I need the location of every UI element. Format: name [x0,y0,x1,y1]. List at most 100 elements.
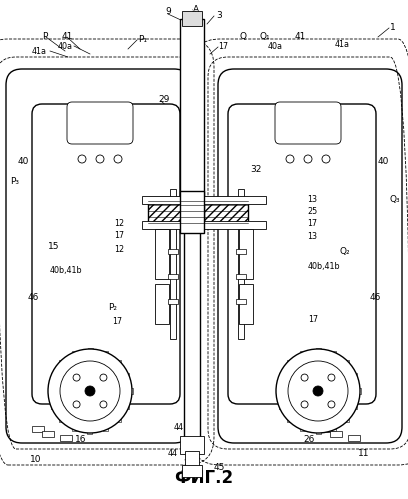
Bar [348,435,360,441]
Text: 45: 45 [214,463,225,472]
Ellipse shape [60,361,120,421]
Text: A: A [193,4,199,13]
Ellipse shape [313,386,323,396]
Text: 46: 46 [370,292,381,301]
Bar [353,403,357,409]
Text: 40: 40 [18,157,29,166]
Text: 17: 17 [112,316,122,325]
Text: 41a: 41a [335,39,350,48]
Text: 17: 17 [307,219,317,228]
Text: 26: 26 [303,435,315,444]
Bar [204,197,248,227]
Text: P₁: P₁ [138,34,147,43]
Text: 40: 40 [378,157,389,166]
Text: 2: 2 [193,440,199,449]
Bar [182,465,202,477]
Bar [330,431,342,437]
Bar [300,425,305,431]
Text: 16: 16 [75,435,86,444]
Text: ФИГ.2: ФИГ.2 [175,469,233,487]
Bar [72,351,77,357]
Bar [182,11,202,26]
Text: 32: 32 [250,165,262,174]
Text: 12: 12 [114,245,124,253]
Ellipse shape [276,349,360,433]
Bar [87,348,93,354]
Text: 29: 29 [158,94,169,103]
Bar [116,416,121,422]
Ellipse shape [100,401,107,408]
Bar [180,436,204,454]
Bar [180,191,204,233]
Ellipse shape [322,155,330,163]
Bar [315,348,321,354]
Text: 10: 10 [30,455,42,464]
Bar [72,425,77,431]
Text: 1: 1 [390,22,396,31]
Bar [142,221,266,229]
Bar [236,249,246,254]
Text: 17: 17 [218,41,228,50]
Bar [127,388,133,394]
Bar [116,360,121,366]
Text: 44: 44 [174,423,184,432]
Bar [59,360,64,366]
Bar [300,351,305,357]
Ellipse shape [301,401,308,408]
Bar [168,249,178,254]
Bar [355,388,361,394]
FancyBboxPatch shape [67,102,133,144]
Bar [170,189,176,339]
Bar [32,426,44,432]
Ellipse shape [328,401,335,408]
Text: Q: Q [240,31,247,40]
Bar [155,229,169,279]
Text: 17: 17 [114,231,124,240]
Text: 25: 25 [307,207,317,216]
Text: Q₃: Q₃ [390,195,401,204]
Bar [51,373,55,379]
Bar [279,403,284,409]
Text: Q₂: Q₂ [340,247,350,255]
Bar [103,351,108,357]
Text: 40b,41b: 40b,41b [50,266,83,275]
Bar [185,451,199,467]
Bar [344,416,349,422]
Bar [239,229,253,279]
Text: 40a: 40a [268,41,283,50]
Bar [320,426,332,432]
Bar [168,299,178,304]
Text: 2: 2 [183,460,188,469]
Bar [155,284,169,324]
Text: 44: 44 [168,450,178,459]
Text: 3: 3 [216,10,222,19]
Bar [239,284,253,324]
Text: 41: 41 [295,31,306,40]
Text: 12: 12 [114,219,124,228]
Bar [331,351,336,357]
Bar [51,403,55,409]
Text: 9: 9 [165,6,171,15]
FancyBboxPatch shape [275,102,341,144]
Ellipse shape [78,155,86,163]
Text: 13: 13 [307,195,317,204]
FancyBboxPatch shape [228,104,376,404]
Bar [103,425,108,431]
Bar [142,196,266,204]
Text: 11: 11 [358,450,370,459]
FancyBboxPatch shape [32,104,180,404]
Ellipse shape [85,386,95,396]
Bar [275,388,281,394]
Text: Q₁: Q₁ [260,31,271,40]
Bar [168,274,178,279]
Ellipse shape [114,155,122,163]
Bar [287,360,292,366]
Bar [331,425,336,431]
Bar [148,197,204,227]
Text: 13: 13 [307,232,317,241]
Bar [238,189,244,339]
Bar [124,373,129,379]
Ellipse shape [73,374,80,381]
Ellipse shape [328,374,335,381]
Text: P: P [42,31,47,40]
